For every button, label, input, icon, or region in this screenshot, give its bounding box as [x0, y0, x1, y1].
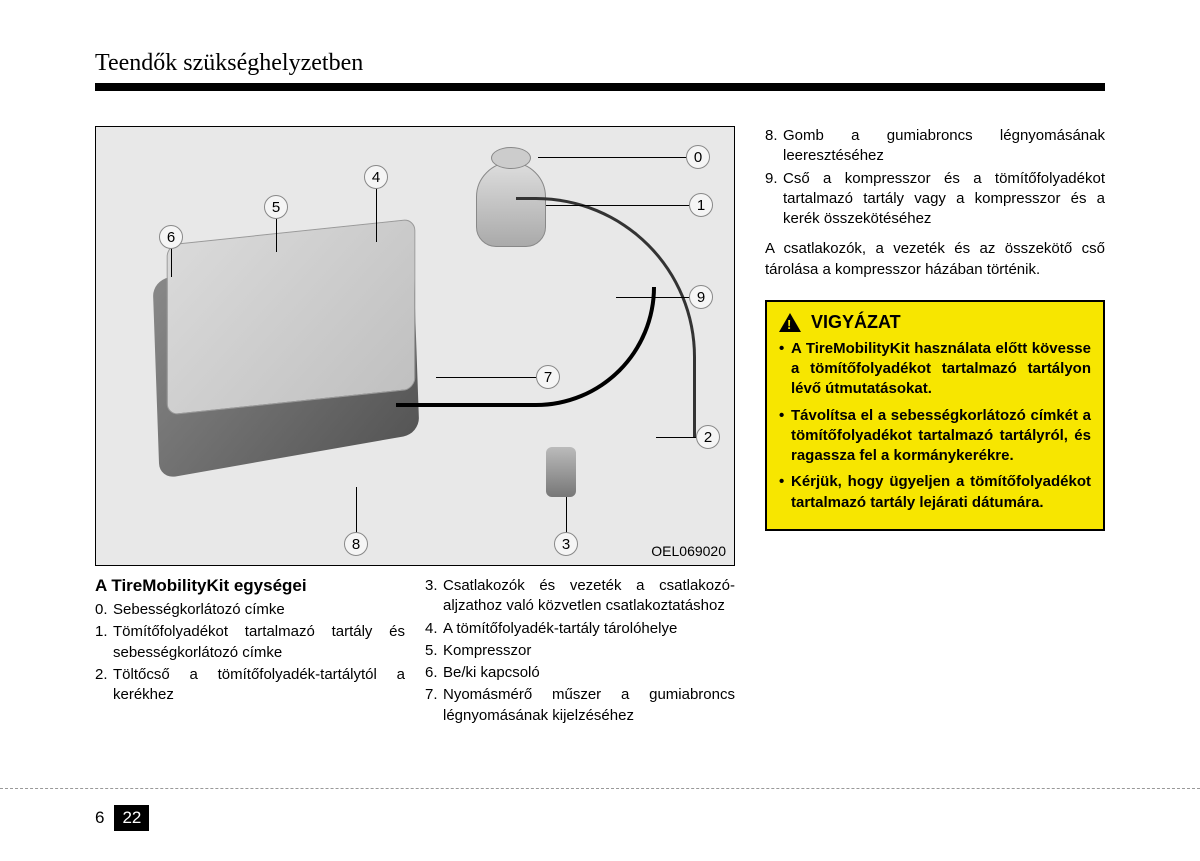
list-item: 1.Tömítőfolyadékot tartalmazó tartály és…: [95, 622, 405, 663]
page-footer: 6 22: [95, 805, 149, 831]
callout-1: 1: [689, 193, 713, 217]
leader-line: [171, 247, 172, 277]
power-plug-shape: [546, 447, 576, 497]
header-rule: [95, 83, 1105, 91]
right-column: 8.Gomb a gumiabroncs légnyomásának leere…: [765, 126, 1105, 728]
list-item: 5.Kompresszor: [425, 641, 735, 661]
hose-shape-2: [516, 197, 696, 437]
content-columns: 0 1 2 3 4 5 6 7 8 9 OEL069020 A TireMobi…: [95, 126, 1105, 728]
section-number: 6: [95, 808, 110, 828]
warning-box: VIGYÁZAT •A TireMobilityKit használata e…: [765, 300, 1105, 531]
legend-right: 3.Csatlakozók és vezeték a csatlakozó­al…: [425, 576, 735, 728]
leader-line: [656, 437, 696, 438]
warning-heading: VIGYÁZAT: [779, 312, 1091, 333]
list-item: 4.A tömítőfolyadék-tartály tárolóhelye: [425, 619, 735, 639]
right-list: 8.Gomb a gumiabroncs légnyomásának leere…: [765, 126, 1105, 229]
leader-line: [566, 497, 567, 537]
callout-4: 4: [364, 165, 388, 189]
warning-item: •Kérjük, hogy ügyeljen a tömítőfo­lyadék…: [779, 472, 1091, 513]
callout-0: 0: [686, 145, 710, 169]
footer-rule: [0, 788, 1200, 789]
leader-line: [376, 182, 377, 242]
sealant-cap-shape: [491, 147, 531, 169]
page-title: Teendők szükséghelyzetben: [95, 50, 1105, 77]
leader-line: [356, 487, 357, 537]
warning-item: •A TireMobilityKit használata előtt köve…: [779, 339, 1091, 400]
callout-5: 5: [264, 195, 288, 219]
callout-9: 9: [689, 285, 713, 309]
list-item: 6.Be/ki kapcsoló: [425, 663, 735, 683]
figure-diagram: 0 1 2 3 4 5 6 7 8 9 OEL069020: [95, 126, 735, 566]
legend-columns: A TireMobilityKit egységei 0.Sebességkor…: [95, 576, 735, 728]
leader-line: [538, 157, 688, 158]
section-title: A TireMobilityKit egységei: [95, 576, 405, 596]
right-paragraph: A csatlakozók, a vezeték és az össze­köt…: [765, 239, 1105, 280]
callout-2: 2: [696, 425, 720, 449]
leader-line: [436, 377, 536, 378]
manual-page: Teendők szükséghelyzetben: [0, 0, 1200, 861]
callout-6: 6: [159, 225, 183, 249]
warning-title: VIGYÁZAT: [811, 312, 901, 333]
legend-left: A TireMobilityKit egységei 0.Sebességkor…: [95, 576, 405, 728]
warning-item: •Távolítsa el a sebességkorlátozó címkét…: [779, 406, 1091, 467]
leader-line: [616, 297, 691, 298]
list-item: 8.Gomb a gumiabroncs légnyomásának leere…: [765, 126, 1105, 167]
compressor-top-shape: [167, 218, 416, 415]
list-item: 9.Cső a kompresszor és a tömítőfo­lyadék…: [765, 169, 1105, 230]
list-item: 7.Nyomásmérő műszer a gumiabroncs légnyo…: [425, 685, 735, 726]
warning-icon: [779, 313, 801, 332]
leader-line: [546, 205, 691, 206]
list-item: 2.Töltőcső a tömítőfolyadék-tartálytól a…: [95, 665, 405, 706]
callout-8: 8: [344, 532, 368, 556]
callout-3: 3: [554, 532, 578, 556]
figure-code: OEL069020: [651, 543, 726, 559]
page-number: 22: [114, 805, 149, 831]
list-item: 3.Csatlakozók és vezeték a csatlakozó­al…: [425, 576, 735, 617]
callout-7: 7: [536, 365, 560, 389]
left-column: 0 1 2 3 4 5 6 7 8 9 OEL069020 A TireMobi…: [95, 126, 735, 728]
list-item: 0.Sebességkorlátozó címke: [95, 600, 405, 620]
